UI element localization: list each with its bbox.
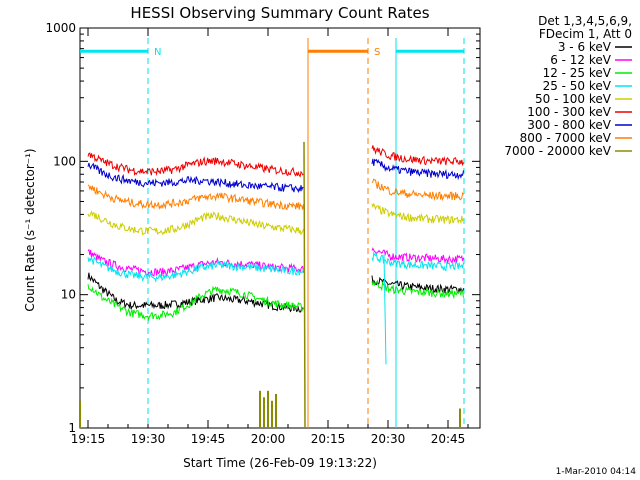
series-line	[87, 210, 305, 236]
legend-label: 100 - 300 keV	[527, 105, 611, 119]
legend-label: 12 - 25 keV	[543, 66, 612, 80]
y-axis-label: Count Rate (s⁻¹ detector⁻¹)	[23, 148, 37, 311]
x-tick-label: 20:30	[371, 432, 406, 446]
series-line	[87, 184, 305, 211]
plot-area: 19:15 19:30 19:45 20:00 20:15 20:30 20:45 1 10 10…	[45, 21, 481, 446]
x-tick-label: 19:30	[131, 432, 166, 446]
x-tick-label: 19:15	[71, 432, 106, 446]
series-line	[371, 178, 464, 202]
x-tick-label: 19:45	[191, 432, 226, 446]
x-tick-label: 20:15	[311, 432, 346, 446]
x-axis-label: Start Time (26-Feb-09 19:13:22)	[183, 456, 377, 470]
marker-label: S	[374, 47, 380, 58]
series-line	[371, 145, 464, 167]
legend-label: 3 - 6 keV	[558, 40, 612, 54]
marker-label: N	[154, 47, 161, 58]
legend-header-line-1: Det 1,3,4,5,6,9,	[538, 14, 632, 28]
series-line	[371, 275, 464, 294]
legend-label: 300 - 800 keV	[527, 118, 611, 132]
series-line	[87, 152, 304, 178]
y-tick-label: 100	[53, 154, 76, 168]
legend-header-line-2: FDecim 1, Att 0	[539, 27, 632, 41]
series-line	[371, 279, 464, 300]
legend-label: 50 - 100 keV	[535, 92, 612, 106]
x-tick-label: 20:45	[431, 432, 466, 446]
series-line	[371, 247, 464, 265]
series-line	[371, 158, 464, 181]
y-tick-label: 1	[68, 421, 76, 435]
x-tick-label: 20:00	[251, 432, 286, 446]
series-line	[87, 162, 304, 194]
chart-title: HESSI Observing Summary Count Rates	[130, 4, 429, 22]
plot-frame	[79, 27, 481, 429]
series-line	[87, 256, 305, 283]
legend-label: 800 - 7000 keV	[520, 131, 612, 145]
cyan-dip	[383, 254, 387, 365]
legend-label: 6 - 12 keV	[550, 53, 612, 67]
high-energy-spike	[303, 141, 306, 429]
series-line	[371, 202, 464, 225]
footer-timestamp: 1-Mar-2010 04:14	[556, 467, 637, 477]
y-tick-label: 1000	[45, 21, 76, 35]
y-tick-label: 10	[61, 288, 76, 302]
series-line	[371, 251, 464, 272]
legend: Det 1,3,4,5,6,9, FDecim 1, Att 0 3 - 6 k…	[504, 14, 632, 158]
legend-label: 25 - 50 keV	[543, 79, 612, 93]
series-line	[87, 284, 305, 322]
legend-label: 7000 - 20000 keV	[504, 144, 611, 158]
